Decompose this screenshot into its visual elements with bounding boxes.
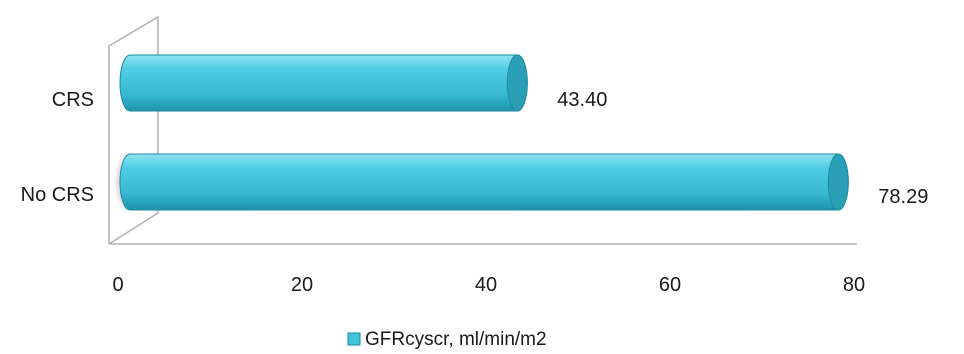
x-tick-label: 60: [659, 274, 681, 296]
data-label: 43.40: [557, 89, 607, 111]
legend-swatch: [347, 332, 361, 346]
bar-crs: [119, 54, 528, 112]
category-label: CRS: [52, 89, 94, 111]
x-tick-label: 40: [475, 274, 497, 296]
bar-no-crs: [119, 153, 849, 211]
x-tick-label: 20: [291, 274, 313, 296]
back-wall-outline: [108, 15, 159, 245]
x-tick-label: 0: [112, 274, 123, 296]
labels-group: CRS 43.40 No CRS 78.29 0 20 40 60 80: [21, 89, 929, 296]
bars-group: [114, 54, 849, 214]
data-label: 78.29: [878, 186, 928, 208]
x-tick-label: 80: [843, 274, 865, 296]
legend-series-name: GFRcyscr, ml/min/m2: [365, 329, 547, 350]
bar-end-cap: [827, 153, 849, 211]
bar-end-cap: [506, 54, 528, 112]
category-label: No CRS: [21, 184, 94, 206]
